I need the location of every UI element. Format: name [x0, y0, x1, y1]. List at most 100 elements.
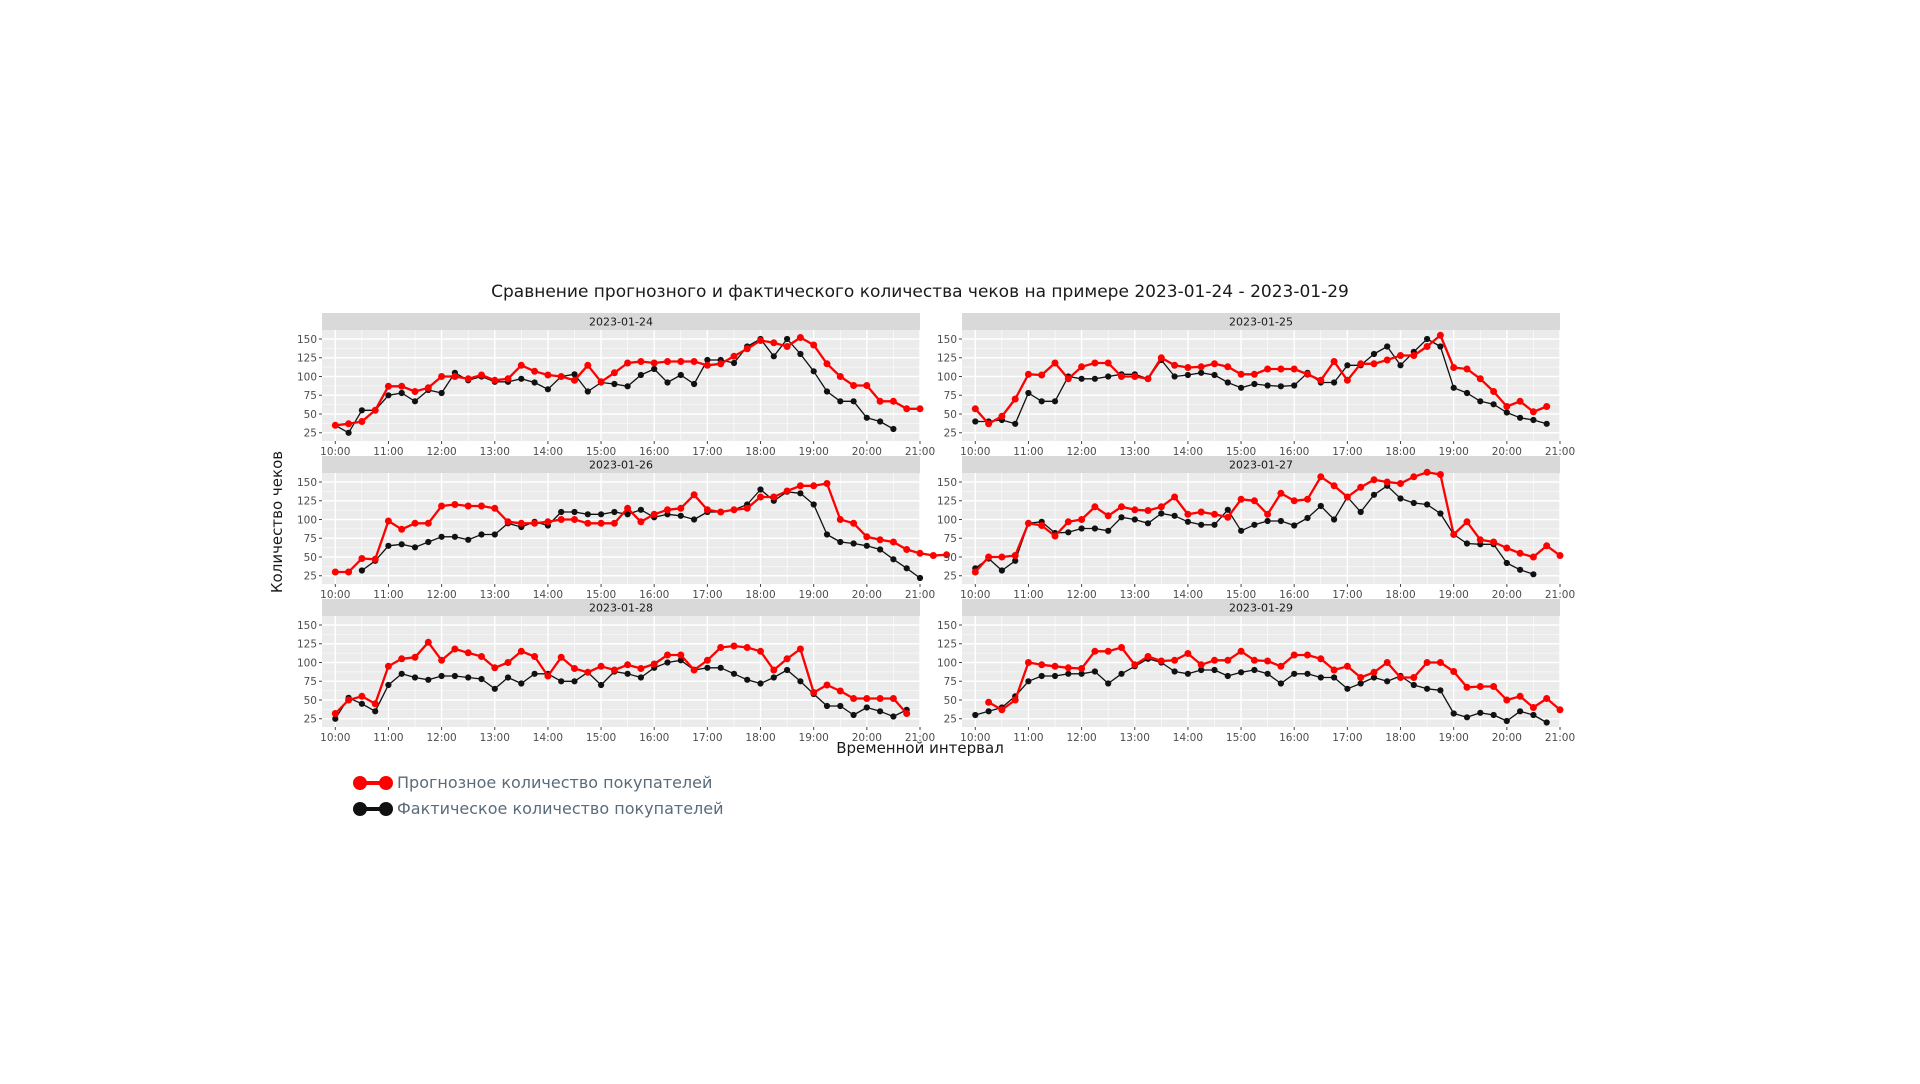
- actual-point: [1025, 389, 1032, 397]
- forecast-point: [451, 501, 459, 508]
- actual-point: [1530, 416, 1537, 424]
- actual-point: [1517, 414, 1524, 421]
- legend-item-actual[interactable]: Фактическое количество покупателей: [353, 799, 724, 818]
- y-tick-label: 25: [304, 428, 317, 440]
- forecast-point: [783, 655, 791, 663]
- x-tick-label: 20:00: [852, 589, 882, 601]
- actual-point: [972, 418, 979, 425]
- forecast-point: [770, 666, 778, 674]
- x-tick-label: 15:00: [586, 732, 616, 744]
- actual-point: [730, 359, 738, 367]
- forecast-series-line: [334, 641, 908, 715]
- actual-point: [704, 664, 711, 671]
- forecast-point: [1543, 403, 1551, 410]
- forecast-point: [1410, 352, 1418, 359]
- forecast-point: [1250, 370, 1258, 378]
- actual-point: [385, 542, 392, 549]
- x-tick-label: 13:00: [1120, 446, 1150, 458]
- panel-2023-01-28: 2023-01-28 25 50 75 100 125 150 10:00 11:00 12:00…: [297, 599, 935, 744]
- y-tick-label: 125: [937, 639, 957, 651]
- actual-point: [1410, 499, 1417, 507]
- forecast-point: [1011, 552, 1019, 559]
- actual-point: [571, 678, 578, 685]
- forecast-point: [345, 568, 353, 576]
- x-tick-label: 21:00: [1545, 732, 1575, 744]
- forecast-point: [384, 517, 392, 525]
- forecast-point: [1091, 647, 1099, 655]
- actual-point: [664, 659, 671, 666]
- actual-point: [1477, 398, 1484, 405]
- legend-item-forecast[interactable]: Прогнозное количество покупателей: [353, 773, 712, 792]
- forecast-point: [1290, 497, 1298, 505]
- y-tick-label: 125: [297, 353, 317, 365]
- forecast-point: [1423, 659, 1431, 666]
- forecast-point: [1476, 683, 1484, 690]
- forecast-point: [1423, 468, 1431, 476]
- actual-point: [1144, 520, 1152, 527]
- x-tick-label: 13:00: [1120, 732, 1150, 744]
- actual-point: [1370, 491, 1378, 498]
- actual-point: [332, 715, 339, 722]
- forecast-point: [1450, 364, 1458, 371]
- forecast-point: [796, 334, 804, 341]
- y-tick-label: 100: [937, 371, 957, 383]
- y-tick-label: 75: [304, 533, 317, 545]
- x-tick-label: 10:00: [320, 732, 350, 744]
- x-tick-label: 13:00: [480, 589, 510, 601]
- actual-point: [1477, 709, 1484, 716]
- actual-point: [611, 380, 618, 388]
- x-tick-label: 20:00: [1492, 589, 1522, 601]
- forecast-point: [717, 360, 725, 368]
- forecast-point: [1064, 664, 1072, 672]
- forecast-point: [1304, 370, 1311, 378]
- forecast-point: [757, 493, 764, 501]
- actual-point: [863, 414, 870, 421]
- x-tick-label: 21:00: [905, 732, 935, 744]
- x-tick-label: 21:00: [1545, 446, 1575, 458]
- forecast-point: [743, 504, 751, 512]
- actual-point: [797, 678, 804, 685]
- forecast-point: [664, 358, 671, 365]
- actual-point: [985, 708, 992, 715]
- forecast-point: [610, 519, 618, 527]
- forecast-point: [690, 358, 698, 365]
- x-tick-label: 18:00: [1385, 732, 1415, 744]
- forecast-point: [597, 519, 605, 527]
- actual-point: [823, 388, 831, 395]
- y-tick-label: 150: [937, 620, 957, 632]
- panels-layer: 2023-01-24 25 50 75 100 125 150 10:00 11:00 12:00…: [297, 313, 1575, 744]
- x-tick-label: 16:00: [1279, 732, 1309, 744]
- actual-point: [411, 398, 419, 405]
- forecast-point: [384, 382, 392, 390]
- forecast-point: [1543, 695, 1551, 702]
- forecast-point: [1237, 495, 1245, 503]
- forecast-point: [823, 681, 831, 689]
- actual-point: [558, 678, 565, 685]
- actual-point: [1171, 668, 1178, 675]
- forecast-point: [1436, 659, 1444, 666]
- actual-point: [1105, 527, 1112, 534]
- forecast-point: [690, 491, 698, 499]
- forecast-point: [1370, 360, 1378, 368]
- x-tick-label: 18:00: [745, 732, 775, 744]
- actual-point: [1530, 571, 1537, 578]
- forecast-point: [1024, 519, 1032, 527]
- actual-point: [1065, 529, 1072, 536]
- actual-point: [358, 700, 365, 707]
- forecast-point: [1024, 370, 1032, 378]
- forecast-point: [1197, 661, 1205, 669]
- x-tick-label: 20:00: [1492, 446, 1522, 458]
- actual-point: [1384, 343, 1391, 350]
- x-tick-label: 17:00: [1332, 446, 1362, 458]
- panel-plot-area: [322, 616, 920, 727]
- forecast-point: [1211, 510, 1218, 518]
- forecast-point: [1436, 331, 1444, 339]
- forecast-point: [1397, 674, 1404, 681]
- forecast-point: [610, 369, 618, 377]
- forecast-point: [571, 376, 578, 384]
- forecast-point: [985, 698, 993, 706]
- forecast-point: [730, 352, 738, 360]
- actual-point: [1291, 382, 1298, 389]
- forecast-point: [584, 668, 592, 676]
